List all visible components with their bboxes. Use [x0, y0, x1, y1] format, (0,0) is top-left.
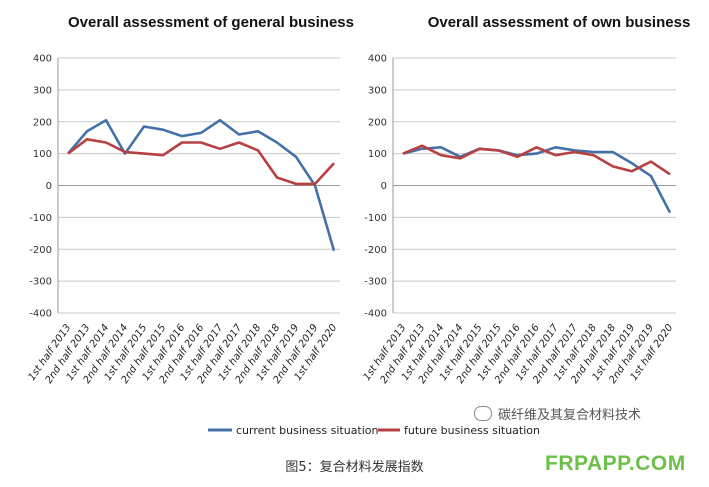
y-tick-label: 300: [368, 85, 387, 96]
watermark: 碳纤维及其复合材料技术: [474, 404, 641, 423]
y-tick-label: 0: [381, 181, 387, 192]
y-tick-label: 200: [368, 117, 387, 128]
watermark-text: 碳纤维及其复合材料技术: [498, 408, 642, 423]
y-tick-label: 400: [33, 54, 52, 65]
legend-label: current business situation: [236, 424, 379, 437]
y-tick-label: -400: [364, 309, 387, 320]
y-tick-label: -100: [364, 213, 387, 224]
y-tick-label: -200: [29, 245, 52, 256]
chart-title: Overall assessment of general business: [68, 14, 354, 31]
y-tick-label: 100: [368, 149, 387, 160]
chart-panel-2: Overall assessment of own business 400 300…: [362, 14, 691, 386]
wechat-icon: [474, 406, 492, 421]
y-tick-label: 200: [33, 117, 52, 128]
y-tick-label: -100: [29, 213, 52, 224]
y-tick-label: 100: [33, 149, 52, 160]
legend: current business situation future busines…: [208, 424, 540, 437]
y-tick-label: 400: [368, 54, 387, 65]
site-logo: FRPAPP.COM: [545, 452, 686, 475]
chart-title: Overall assessment of own business: [428, 14, 691, 31]
chart-panel-1: Overall assessment of general business 40…: [27, 14, 354, 386]
series-line-future: [402, 144, 671, 176]
y-tick-label: 0: [46, 181, 52, 192]
series-line-current: [67, 118, 336, 252]
figure-caption: 图5：复合材料发展指数: [285, 460, 424, 475]
legend-label: future business situation: [404, 424, 540, 437]
y-tick-label: -200: [364, 245, 387, 256]
y-tick-label: -300: [364, 277, 387, 288]
series-line-current: [402, 146, 672, 214]
series-line-future: [67, 138, 335, 186]
y-tick-label: -400: [29, 309, 52, 320]
y-tick-label: -300: [29, 277, 52, 288]
y-tick-label: 300: [33, 85, 52, 96]
